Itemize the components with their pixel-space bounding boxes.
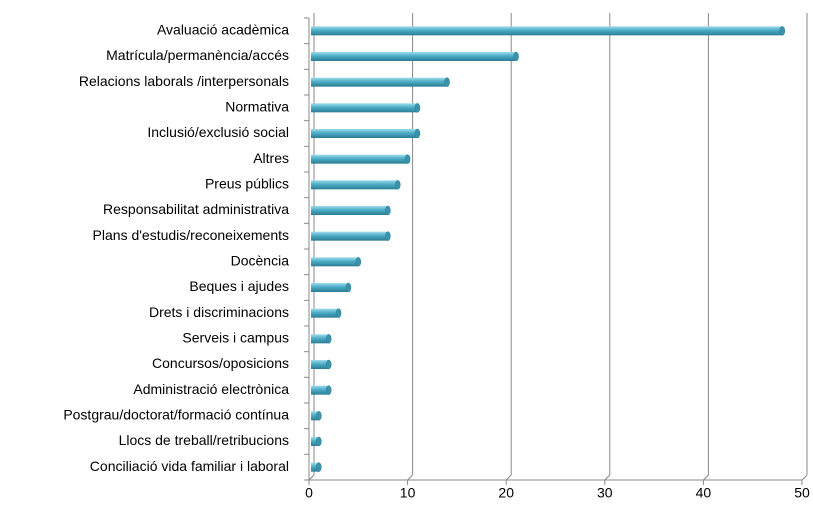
bar-cap — [385, 205, 391, 216]
bar-body — [311, 411, 319, 421]
y-tick-label: Docència — [231, 253, 290, 269]
bar-body — [311, 437, 319, 446]
bar-cap — [345, 282, 352, 293]
bar-body — [311, 103, 418, 113]
y-tick-label: Serveis i campus — [182, 330, 289, 346]
bar — [311, 334, 332, 344]
bar-body — [311, 360, 329, 369]
y-tick-label: Relacions laborals /interpersonals — [79, 73, 289, 89]
y-tick-label: Llocs de treball/retribucions — [119, 432, 289, 448]
bar-cap — [385, 231, 391, 241]
bar — [311, 385, 332, 395]
bar-body — [311, 283, 349, 292]
x-tick-label: 40 — [696, 485, 712, 501]
bar-body — [311, 52, 517, 61]
y-tick-label: Beques i ajudes — [189, 278, 289, 294]
bar — [311, 180, 401, 190]
bar-body — [311, 26, 783, 36]
y-tick-label: Postgrau/doctorat/formació contínua — [63, 407, 289, 423]
grid-floor — [308, 474, 315, 481]
bar-cap — [394, 180, 401, 190]
grid-floor — [604, 474, 611, 481]
bar-cap — [404, 154, 411, 164]
bar-cap — [414, 103, 421, 113]
bar — [311, 77, 450, 87]
y-tick-label: Responsabilitat administrativa — [103, 201, 289, 217]
y-tick-label: Inclusió/exclusió social — [147, 124, 289, 140]
bar — [311, 462, 322, 472]
bar-cap — [325, 334, 332, 344]
bar — [311, 411, 322, 421]
y-tick-label: Preus públics — [205, 176, 289, 192]
bar-body — [311, 129, 418, 138]
bar-cap — [316, 411, 322, 421]
bar-body — [311, 257, 359, 267]
bar-cap — [325, 359, 332, 370]
bar — [311, 308, 342, 318]
bar — [311, 436, 322, 447]
bar — [311, 103, 421, 113]
y-tick-label: Drets i discriminacions — [149, 304, 289, 320]
bar — [311, 282, 352, 293]
bar-cap — [513, 51, 519, 62]
y-tick-label: Avaluació acadèmica — [157, 22, 289, 38]
bar-body — [311, 231, 388, 241]
bar-cap — [779, 26, 786, 36]
bar-cap — [335, 308, 342, 318]
bar-body — [311, 308, 339, 318]
y-tick-label: Concursos/oposicions — [152, 355, 289, 371]
x-tick-label: 50 — [794, 485, 810, 501]
grid-floor — [801, 474, 808, 481]
y-tick-label: Conciliació vida familiar i laboral — [90, 458, 289, 474]
bar — [311, 26, 786, 36]
bar — [311, 257, 362, 267]
bar-cap — [325, 385, 332, 395]
y-tick-label: Matrícula/permanència/accés — [106, 47, 289, 63]
bar-body — [311, 334, 329, 344]
y-tick-label: Plans d'estudis/reconeixements — [93, 227, 289, 243]
bar — [311, 51, 519, 62]
bar — [311, 154, 411, 164]
grid-floor — [407, 474, 413, 481]
grid-floor — [703, 474, 709, 481]
bar-cap — [444, 77, 450, 87]
bar-body — [311, 206, 388, 215]
bar-body — [311, 180, 398, 190]
bar — [311, 231, 391, 241]
y-tick-label: Normativa — [225, 99, 289, 115]
bar-cap — [316, 462, 322, 472]
y-tick-label: Administració electrònica — [133, 381, 289, 397]
bar-body — [311, 77, 448, 87]
y-tick-label: Altres — [253, 150, 289, 166]
bar — [311, 359, 332, 370]
grid-floor — [505, 474, 512, 481]
x-tick-label: 30 — [597, 485, 613, 501]
x-tick-label: 0 — [305, 485, 313, 501]
bar — [311, 205, 391, 216]
bar-body — [311, 154, 408, 164]
bar-body — [311, 462, 319, 472]
bar — [311, 128, 421, 139]
x-tick-label: 10 — [400, 485, 416, 501]
bar-cap — [414, 128, 421, 139]
bar-body — [311, 385, 329, 395]
bar-cap — [316, 436, 322, 447]
bar-cap — [355, 257, 362, 267]
x-tick-label: 20 — [498, 485, 514, 501]
